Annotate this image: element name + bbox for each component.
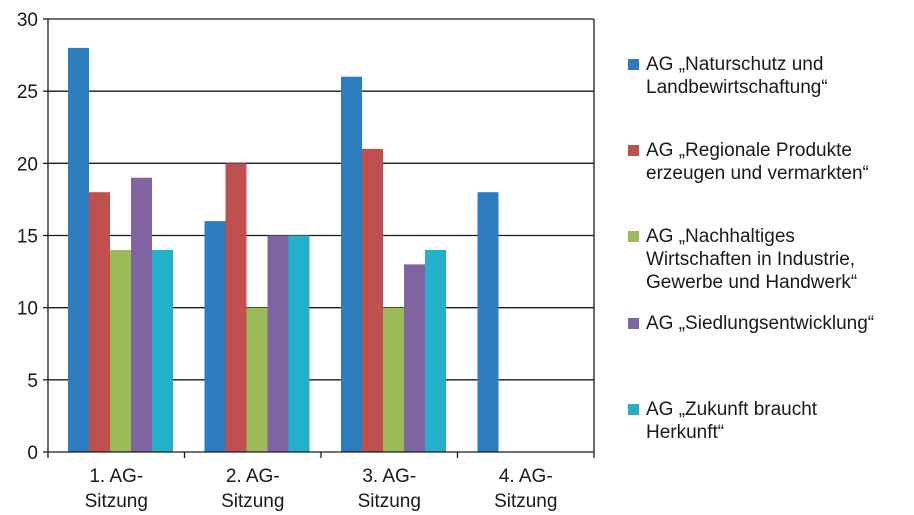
legend-label: AG „Regionale Produkte erzeugen und verm… bbox=[646, 140, 869, 184]
bar bbox=[89, 192, 110, 452]
bar bbox=[425, 249, 446, 452]
legend-entry: AG „Siedlungsentwicklung“ bbox=[628, 312, 874, 335]
legend-entry: AG „Regionale Produkte erzeugen und verm… bbox=[628, 139, 869, 185]
y-tick-label: 30 bbox=[17, 10, 38, 31]
legend-label: AG „Siedlungsentwicklung“ bbox=[646, 313, 875, 334]
legend-entry: AG „Nachhaltiges Wirtschaften in Industr… bbox=[628, 225, 857, 294]
bar bbox=[341, 76, 362, 452]
legend-entry: AG „Zukunft braucht Herkunft“ bbox=[628, 398, 817, 444]
bar bbox=[152, 249, 173, 452]
legend-swatch bbox=[628, 318, 639, 329]
legend-label: AG „Zukunft braucht Herkunft“ bbox=[646, 399, 818, 443]
legend-label: AG „Nachhaltiges Wirtschaften in Industr… bbox=[646, 226, 858, 293]
legend-entry: AG „Naturschutz und Landbewirtschaftung“ bbox=[628, 53, 828, 99]
x-tick-label: 2. AG-Sitzung bbox=[221, 466, 284, 512]
bar bbox=[404, 264, 425, 452]
bar bbox=[477, 192, 499, 452]
bar bbox=[68, 47, 89, 452]
y-tick-label: 15 bbox=[17, 227, 38, 248]
bar bbox=[288, 235, 310, 452]
bar bbox=[225, 163, 247, 453]
bar bbox=[110, 249, 131, 452]
x-tick-label: 3. AG-Sitzung bbox=[358, 466, 421, 512]
x-tick-labels: 1. AG-Sitzung 2. AG-Sitzung 3. AG-Sitzung 4… bbox=[85, 466, 558, 512]
bar bbox=[362, 148, 383, 452]
bar bbox=[204, 221, 226, 452]
y-tick-label: 5 bbox=[27, 371, 38, 392]
y-tick-label: 0 bbox=[27, 443, 38, 464]
legend-swatch bbox=[628, 59, 639, 70]
bar bbox=[246, 307, 268, 452]
legend-swatch bbox=[628, 404, 639, 415]
y-tick-label: 25 bbox=[17, 82, 38, 103]
y-tick-label: 10 bbox=[17, 299, 38, 320]
legend-swatch bbox=[628, 145, 639, 156]
bars bbox=[68, 47, 499, 453]
bar bbox=[131, 177, 152, 452]
x-tick-label: 1. AG-Sitzung bbox=[85, 466, 148, 512]
y-tick-label: 20 bbox=[17, 154, 38, 175]
y-tick-labels: 0 5 10 15 20 25 30 bbox=[17, 10, 48, 464]
x-tick-label: 4. AG-Sitzung bbox=[494, 466, 557, 512]
bar bbox=[267, 235, 289, 452]
bar bbox=[383, 307, 404, 452]
legend-label: AG „Naturschutz und Landbewirtschaftung“ bbox=[646, 54, 828, 98]
legend-swatch bbox=[628, 231, 639, 242]
